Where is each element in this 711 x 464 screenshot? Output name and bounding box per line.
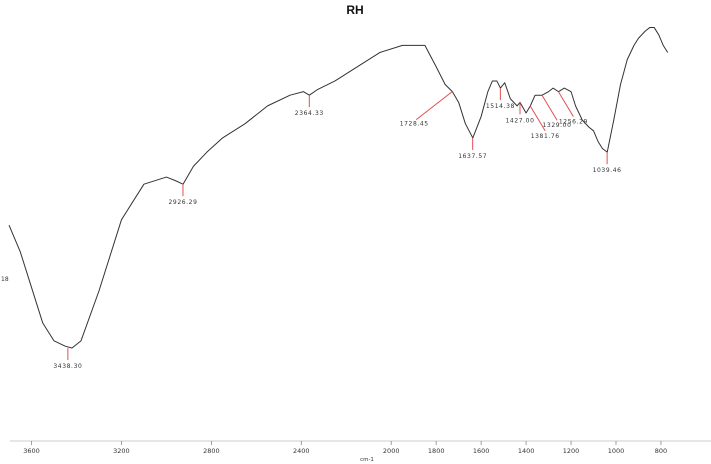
- peak-label: 1637.57: [458, 153, 487, 160]
- peak-marker: [529, 105, 546, 132]
- y-side-label: 18: [1, 276, 9, 283]
- x-tick-label: 2400: [293, 447, 310, 455]
- peak-marker: [541, 94, 558, 121]
- x-axis-label: cm-1: [360, 457, 374, 463]
- peak-annotation: 2926.29: [168, 184, 197, 206]
- chart-title: RH: [346, 3, 363, 17]
- peak-label: 2364.33: [295, 110, 324, 117]
- peak-annotation: 1329.00: [541, 94, 571, 129]
- x-axis-ticks: 3600 3200 2800 2400 2000 1800 1600 1400 1200 1000…: [23, 441, 667, 455]
- peak-label: 1427.00: [505, 117, 534, 124]
- peak-annotation: 1381.76: [529, 105, 560, 140]
- peak-label: 1728.45: [400, 121, 429, 128]
- peak-annotation: 1039.46: [593, 152, 622, 174]
- plot-area: 3438.30 2926.29 2364.33 1728.45 1637.57 1514.…: [8, 27, 669, 370]
- peak-annotation: 1514.38: [486, 88, 515, 110]
- peak-label: 1381.76: [531, 133, 560, 140]
- peak-annotation: 1427.00: [505, 102, 534, 124]
- peak-label: 1256.29: [559, 119, 588, 126]
- x-tick-label: 3600: [23, 447, 40, 455]
- peak-label: 2926.29: [168, 199, 197, 206]
- x-tick-label: 2800: [203, 447, 220, 455]
- peak-annotation: 1256.29: [557, 91, 588, 126]
- x-tick-label: 1200: [563, 447, 580, 455]
- peak-marker: [415, 91, 453, 121]
- peak-annotation: 1637.57: [458, 137, 487, 160]
- peak-annotation: 3438.30: [53, 347, 82, 370]
- peak-marker: [557, 91, 574, 117]
- x-tick-label: 1000: [608, 447, 625, 455]
- peak-label: 3438.30: [53, 363, 82, 370]
- peak-label: 1514.38: [486, 103, 515, 110]
- peak-annotation: 2364.33: [295, 95, 324, 117]
- peak-annotation: 1728.45: [400, 91, 453, 128]
- x-tick-label: 3200: [113, 447, 130, 455]
- peak-label: 1039.46: [593, 167, 622, 174]
- peak-label: 1329.00: [542, 122, 571, 129]
- x-tick-label: 1600: [473, 447, 490, 455]
- spectrum-line: [8, 27, 669, 349]
- x-tick-label: 1800: [428, 447, 445, 455]
- x-tick-label: 1400: [518, 447, 535, 455]
- x-tick-label: 2000: [383, 447, 400, 455]
- x-tick-label: 800: [655, 447, 667, 455]
